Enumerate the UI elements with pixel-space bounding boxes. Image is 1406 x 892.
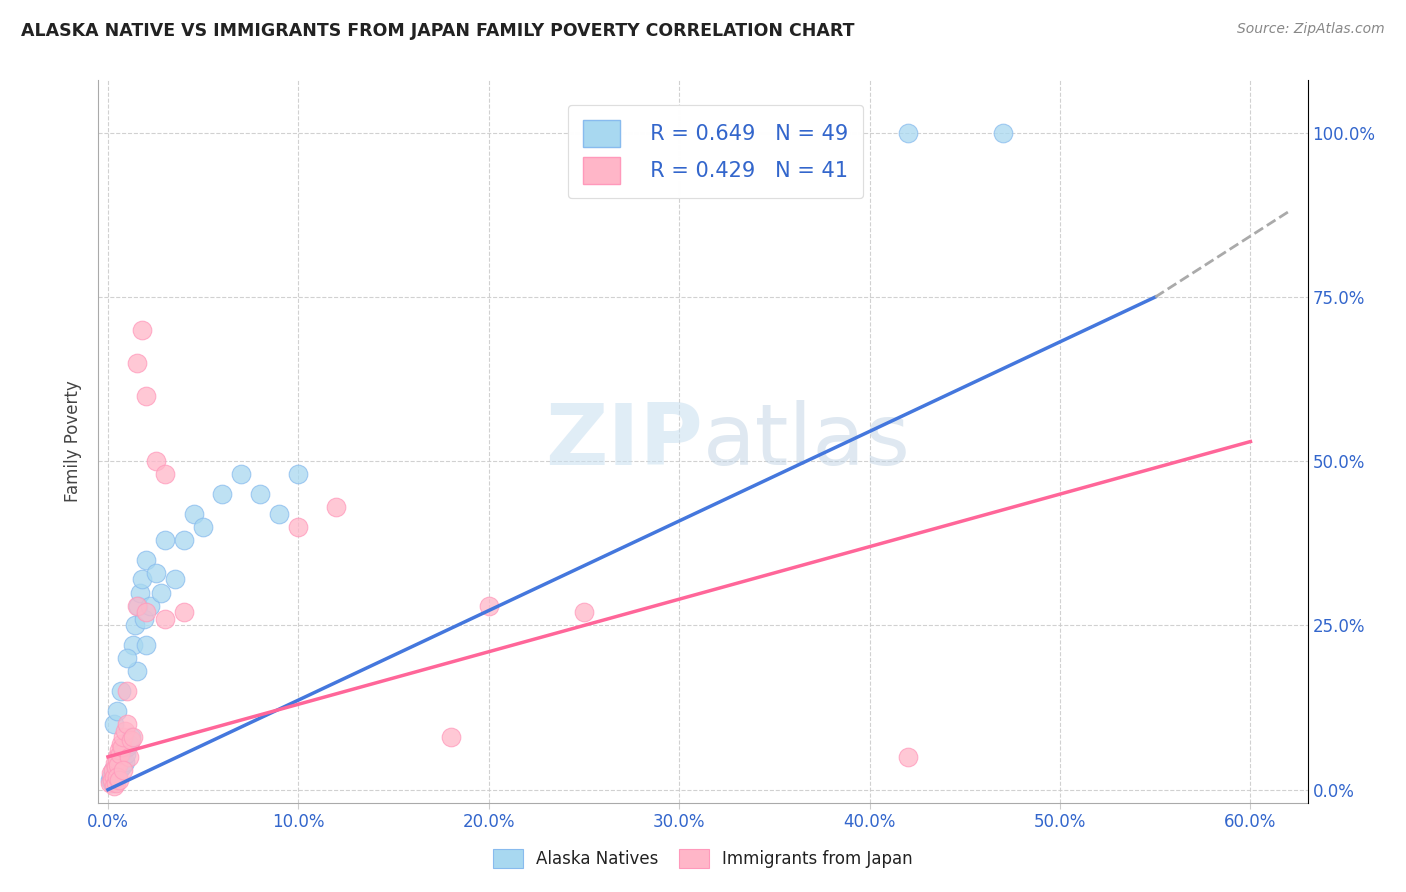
Point [125, 599, 148, 613]
Point [110, 747, 132, 761]
Point [127, 599, 149, 613]
Point [112, 757, 135, 772]
Point [897, 126, 920, 140]
Point [145, 566, 167, 580]
Text: ALASKA NATIVE VS IMMIGRANTS FROM JAPAN FAMILY POVERTY CORRELATION CHART: ALASKA NATIVE VS IMMIGRANTS FROM JAPAN F… [21, 22, 855, 40]
Point [104, 776, 127, 790]
Point [249, 487, 271, 501]
Point [478, 599, 501, 613]
Point [211, 487, 233, 501]
Point [112, 743, 135, 757]
Point [115, 717, 138, 731]
Point [107, 757, 129, 772]
Point [105, 749, 128, 764]
Point [269, 507, 291, 521]
Point [115, 651, 138, 665]
Point [173, 605, 195, 619]
Point [103, 766, 125, 780]
Point [115, 747, 138, 761]
Point [131, 323, 153, 337]
Point [115, 684, 138, 698]
Point [103, 717, 125, 731]
Point [135, 388, 157, 402]
Point [129, 585, 152, 599]
Point [105, 768, 128, 782]
Point [107, 756, 129, 771]
Point [231, 467, 253, 482]
Point [104, 756, 127, 771]
Point [134, 612, 156, 626]
Point [101, 763, 124, 777]
Point [287, 467, 309, 482]
Point [101, 763, 124, 777]
Point [135, 638, 157, 652]
Point [112, 730, 135, 744]
Legend:   R = 0.649   N = 49,   R = 0.429   N = 41: R = 0.649 N = 49, R = 0.429 N = 41 [568, 105, 863, 198]
Point [131, 573, 153, 587]
Point [100, 770, 122, 784]
Point [108, 764, 131, 779]
Text: atlas: atlas [703, 400, 911, 483]
Point [163, 573, 186, 587]
Point [108, 772, 131, 787]
Point [111, 739, 134, 754]
Point [325, 500, 347, 515]
Point [112, 763, 135, 777]
Point [114, 755, 136, 769]
Point [120, 733, 142, 747]
Point [173, 533, 195, 547]
Point [572, 605, 595, 619]
Point [135, 553, 157, 567]
Point [98, 776, 121, 790]
Point [118, 749, 141, 764]
Point [121, 638, 143, 652]
Point [100, 772, 122, 787]
Point [108, 743, 131, 757]
Point [107, 763, 129, 777]
Point [115, 739, 138, 754]
Y-axis label: Family Poverty: Family Poverty [65, 381, 83, 502]
Point [150, 585, 173, 599]
Point [125, 356, 148, 370]
Point [110, 684, 132, 698]
Point [120, 730, 142, 744]
Legend: Alaska Natives, Immigrants from Japan: Alaska Natives, Immigrants from Japan [486, 843, 920, 875]
Text: ZIP: ZIP [546, 400, 703, 483]
Point [110, 760, 132, 774]
Point [121, 730, 143, 744]
Point [191, 520, 214, 534]
Point [135, 605, 157, 619]
Point [991, 126, 1014, 140]
Point [100, 766, 122, 780]
Point [139, 599, 162, 613]
Point [104, 760, 127, 774]
Point [145, 454, 167, 468]
Point [440, 730, 463, 744]
Point [114, 723, 136, 738]
Point [110, 737, 132, 751]
Point [124, 618, 146, 632]
Point [287, 520, 309, 534]
Text: Source: ZipAtlas.com: Source: ZipAtlas.com [1237, 22, 1385, 37]
Point [104, 771, 127, 785]
Point [153, 467, 176, 482]
Point [110, 749, 132, 764]
Point [107, 704, 129, 718]
Point [153, 533, 176, 547]
Point [153, 612, 176, 626]
Point [104, 760, 127, 774]
Point [103, 770, 125, 784]
Point [118, 737, 141, 751]
Point [98, 772, 121, 787]
Point [107, 753, 129, 767]
Point [111, 753, 134, 767]
Point [107, 770, 129, 784]
Point [183, 507, 205, 521]
Point [125, 665, 148, 679]
Point [100, 776, 122, 790]
Point [897, 749, 920, 764]
Point [103, 780, 125, 794]
